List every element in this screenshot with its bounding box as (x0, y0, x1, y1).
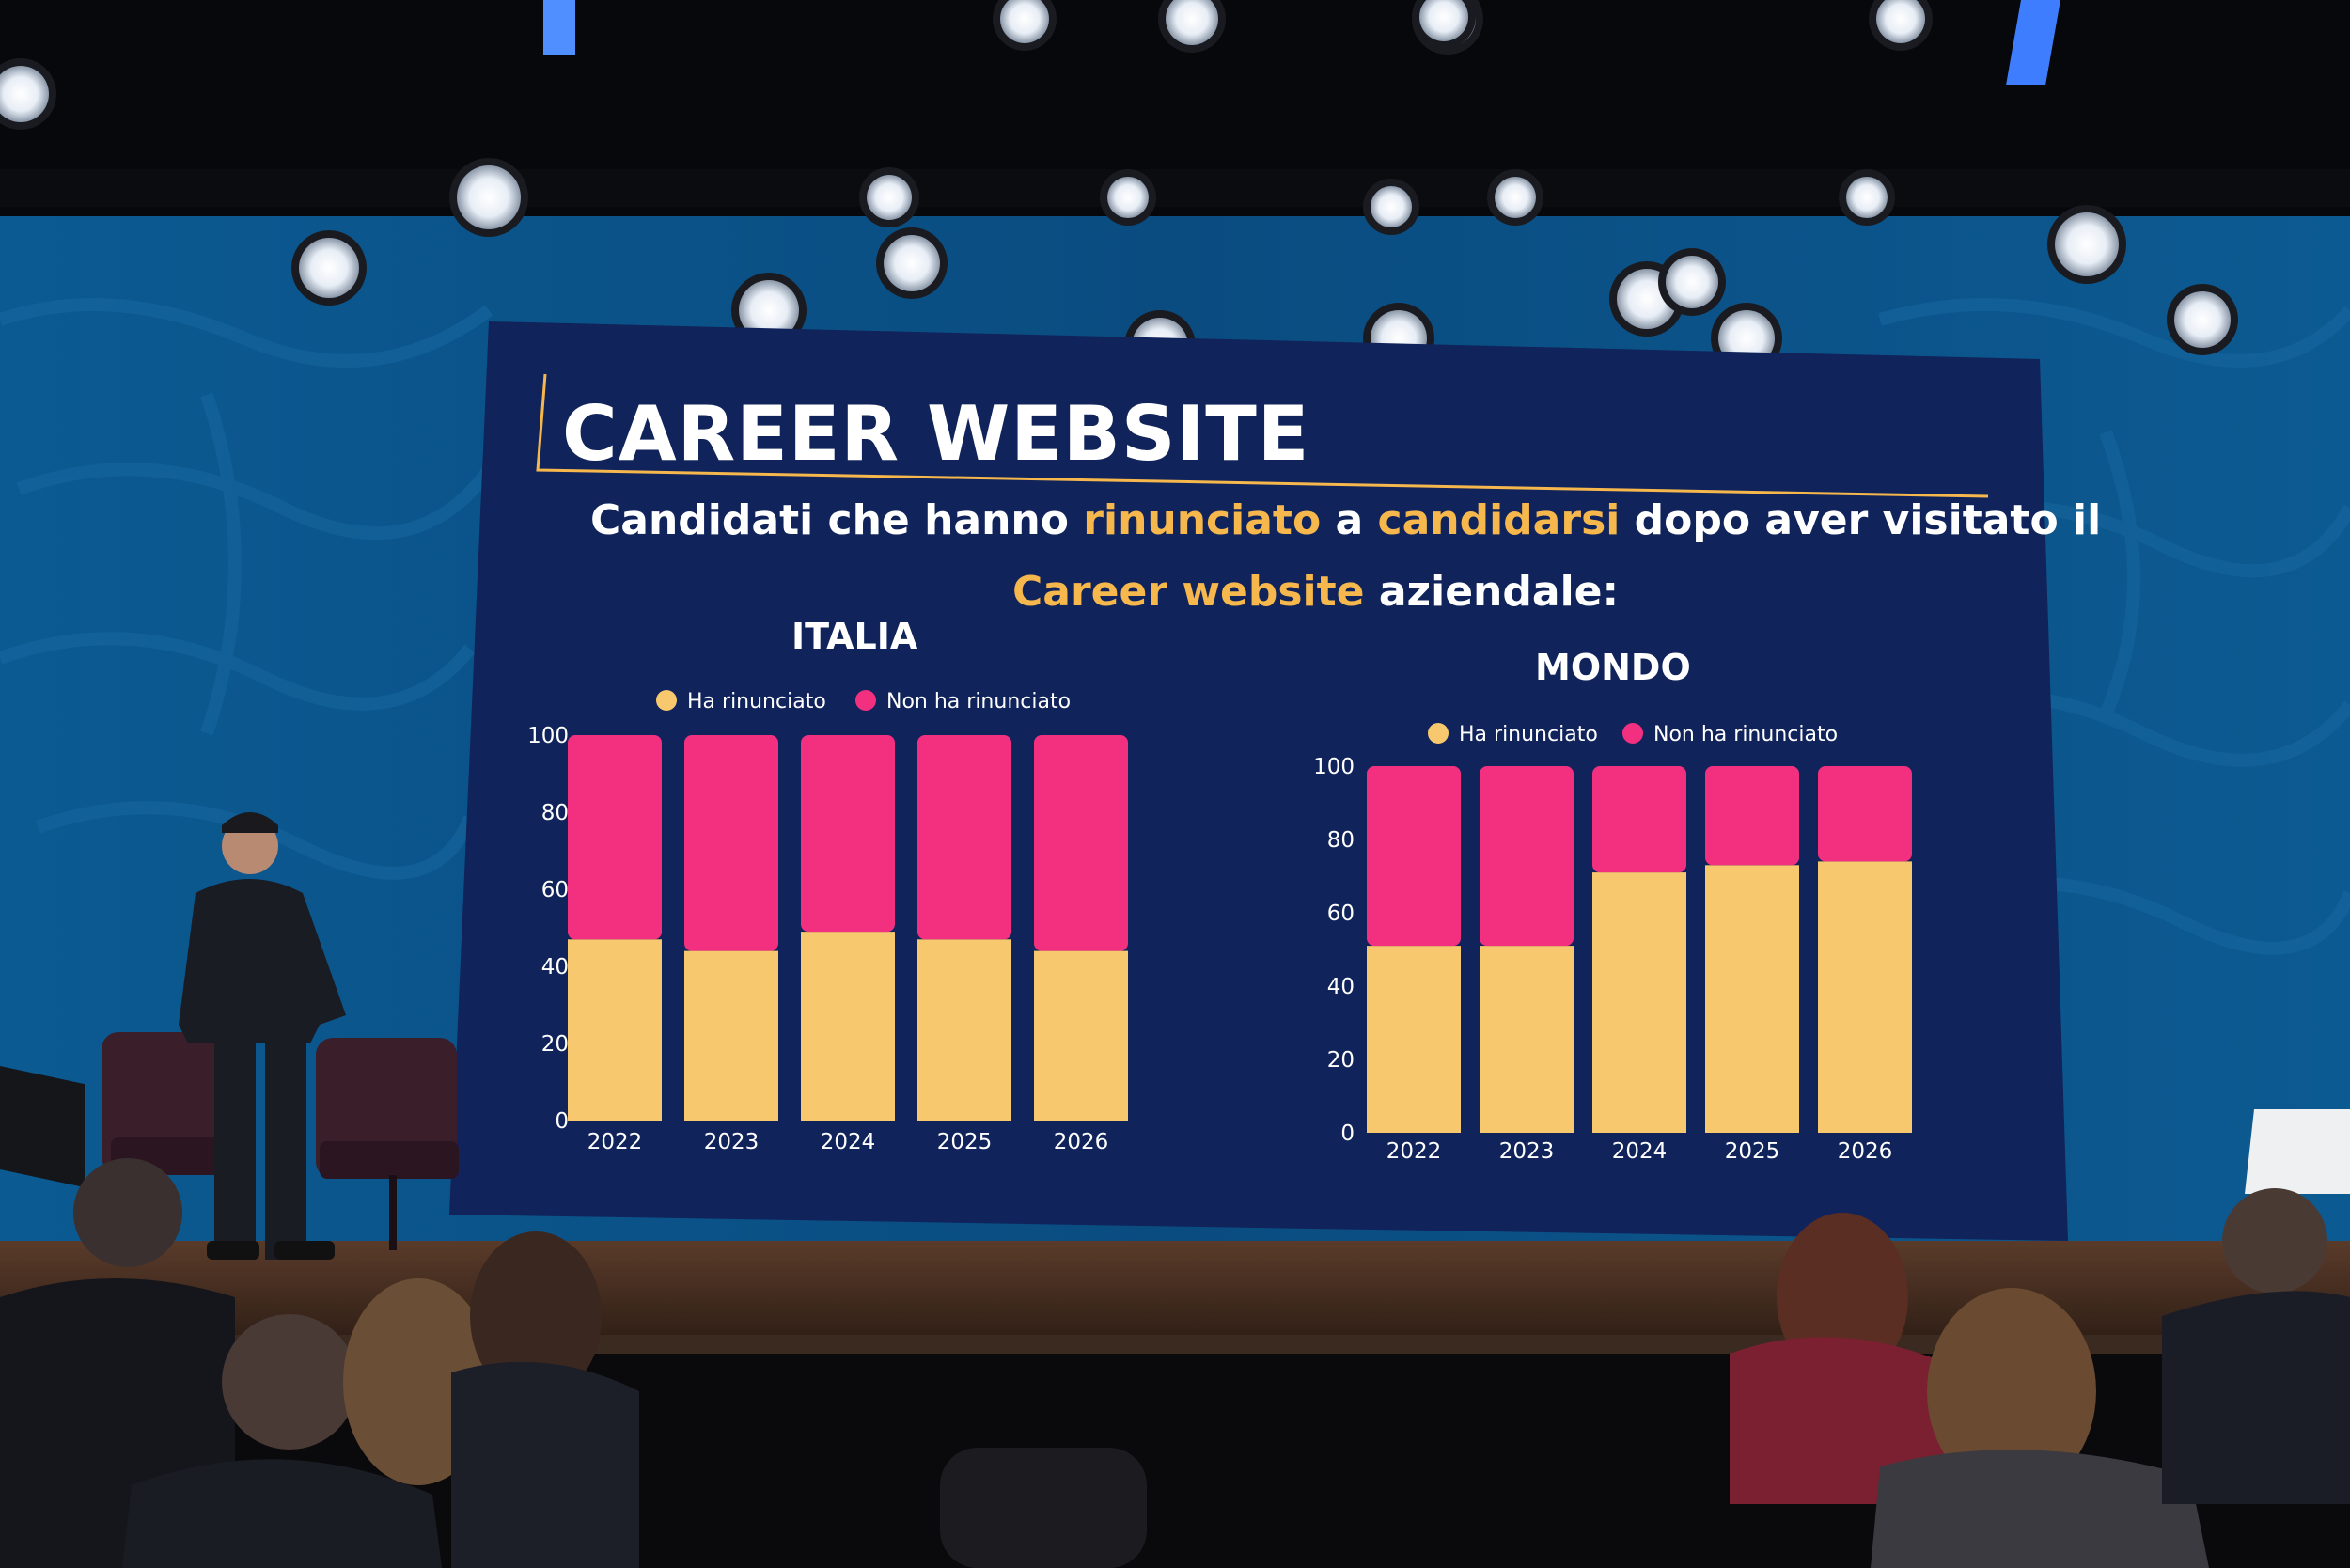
audience (0, 1158, 2350, 1568)
charts-layer: 0 20 40 60 80 100 2022 2023 2024 2025 2026 Ha rinun… (527, 690, 1912, 1164)
x-tick-label: 2023 (1499, 1139, 1555, 1164)
bar-non-ha-rinunciato-2025 (917, 735, 1011, 940)
x-tick-label: 2024 (1612, 1139, 1668, 1164)
light-lens (1000, 0, 1049, 43)
subtitle-highlight-rinunciato: rinunciato (1083, 496, 1322, 544)
bar-ha-rinunciato-2026 (1034, 950, 1128, 1121)
bar-non-ha-rinunciato-2024 (1592, 766, 1686, 873)
presenter (179, 812, 346, 1260)
light-lens (1419, 0, 1468, 41)
light-lens (1107, 177, 1149, 218)
stacked-bar-chart-mondo: 0 20 40 60 80 100 2022 2023 2024 2025 2026 Ha rinun… (1313, 723, 1912, 1164)
light-lens (1166, 0, 1218, 45)
bar-ha-rinunciato-2026 (1818, 861, 1912, 1133)
y-tick-label: 20 (1327, 1048, 1355, 1073)
legend-label: Ha rinunciato (687, 690, 826, 713)
bar-ha-rinunciato-2024 (1592, 872, 1686, 1133)
x-tick-label: 2022 (588, 1130, 643, 1154)
bar-non-ha-rinunciato-2026 (1034, 735, 1128, 951)
bar-non-ha-rinunciato-2022 (568, 735, 662, 940)
light-lens (1846, 177, 1888, 218)
light-lens (0, 66, 49, 122)
bar-ha-rinunciato-2025 (1705, 865, 1799, 1133)
legend-label: Non ha rinunciato (1653, 723, 1838, 746)
light-lens (739, 280, 799, 340)
chart-title-italia: ITALIA (791, 616, 918, 657)
ceiling-truss (0, 169, 2350, 207)
legend-marker (656, 690, 677, 711)
bar-non-ha-rinunciato-2023 (684, 735, 778, 951)
light-lens (2174, 291, 2231, 348)
bar-non-ha-rinunciato-2024 (801, 735, 895, 933)
bar-ha-rinunciato-2022 (1367, 946, 1461, 1133)
slide-subtitle-line-1: Candidati che hanno rinunciato a candida… (590, 496, 2101, 544)
legend-marker (1622, 723, 1643, 744)
x-tick-label: 2023 (704, 1130, 760, 1154)
subtitle-text-1: Candidati che hanno (590, 496, 1084, 544)
x-tick-label: 2024 (821, 1130, 876, 1154)
y-tick-label: 100 (1313, 755, 1355, 779)
y-tick-label: 60 (1327, 902, 1355, 926)
subtitle-text-2: a (1321, 496, 1378, 544)
light-lens (884, 235, 940, 291)
bar-non-ha-rinunciato-2025 (1705, 766, 1799, 866)
blue-strip-light-right (2006, 0, 2060, 85)
legend-label: Ha rinunciato (1459, 723, 1598, 746)
armchair-right (316, 1038, 459, 1250)
light-lens (457, 165, 521, 229)
side-table-right (2245, 1109, 2350, 1194)
x-tick-label: 2026 (1054, 1130, 1109, 1154)
light-lens (1495, 177, 1536, 218)
light-lens (2055, 212, 2119, 276)
bar-non-ha-rinunciato-2022 (1367, 766, 1461, 947)
bar-ha-rinunciato-2022 (568, 939, 662, 1121)
x-tick-label: 2022 (1386, 1139, 1442, 1164)
y-tick-label: 0 (555, 1109, 569, 1134)
subtitle-text-3: dopo aver visitato il (1620, 496, 2102, 544)
light-lens (867, 175, 912, 220)
y-tick-label: 40 (541, 955, 569, 980)
y-tick-label: 40 (1327, 975, 1355, 999)
legend-label: Non ha rinunciato (886, 690, 1071, 713)
light-lens (1371, 186, 1412, 227)
subtitle-highlight-career-website: Career website (1012, 568, 1365, 616)
stage-lights (0, 0, 2238, 382)
y-tick-label: 100 (527, 724, 569, 748)
light-lens (299, 238, 359, 298)
blue-strip-light-left (543, 0, 575, 55)
light-lens (1666, 256, 1718, 308)
stacked-bar-chart-italia: 0 20 40 60 80 100 2022 2023 2024 2025 2026 Ha rinun… (527, 690, 1128, 1154)
bar-ha-rinunciato-2023 (684, 950, 778, 1121)
x-tick-label: 2025 (937, 1130, 993, 1154)
y-tick-label: 0 (1340, 1121, 1355, 1146)
x-tick-label: 2026 (1838, 1139, 1893, 1164)
slide-title: CAREER WEBSITE (562, 390, 1310, 478)
bar-ha-rinunciato-2023 (1480, 946, 1574, 1133)
bar-non-ha-rinunciato-2023 (1480, 766, 1574, 947)
legend-marker (855, 690, 876, 711)
y-tick-label: 20 (541, 1032, 569, 1057)
slide-subtitle-line-2: Career website aziendale: (1012, 568, 1619, 616)
bar-ha-rinunciato-2024 (801, 932, 895, 1121)
y-tick-label: 80 (1327, 828, 1355, 853)
monitor-left (0, 1066, 85, 1188)
light-lens (1876, 0, 1925, 43)
bar-non-ha-rinunciato-2026 (1818, 766, 1912, 862)
chart-title-mondo: MONDO (1535, 647, 1691, 688)
subtitle-highlight-candidarsi: candidarsi (1377, 496, 1621, 544)
y-tick-label: 80 (541, 801, 569, 825)
y-tick-label: 60 (541, 878, 569, 902)
legend-marker (1428, 723, 1449, 744)
bar-ha-rinunciato-2025 (917, 939, 1011, 1121)
x-tick-label: 2025 (1725, 1139, 1780, 1164)
subtitle-text-4: aziendale: (1364, 568, 1620, 616)
title-bracket-line (536, 373, 1989, 498)
